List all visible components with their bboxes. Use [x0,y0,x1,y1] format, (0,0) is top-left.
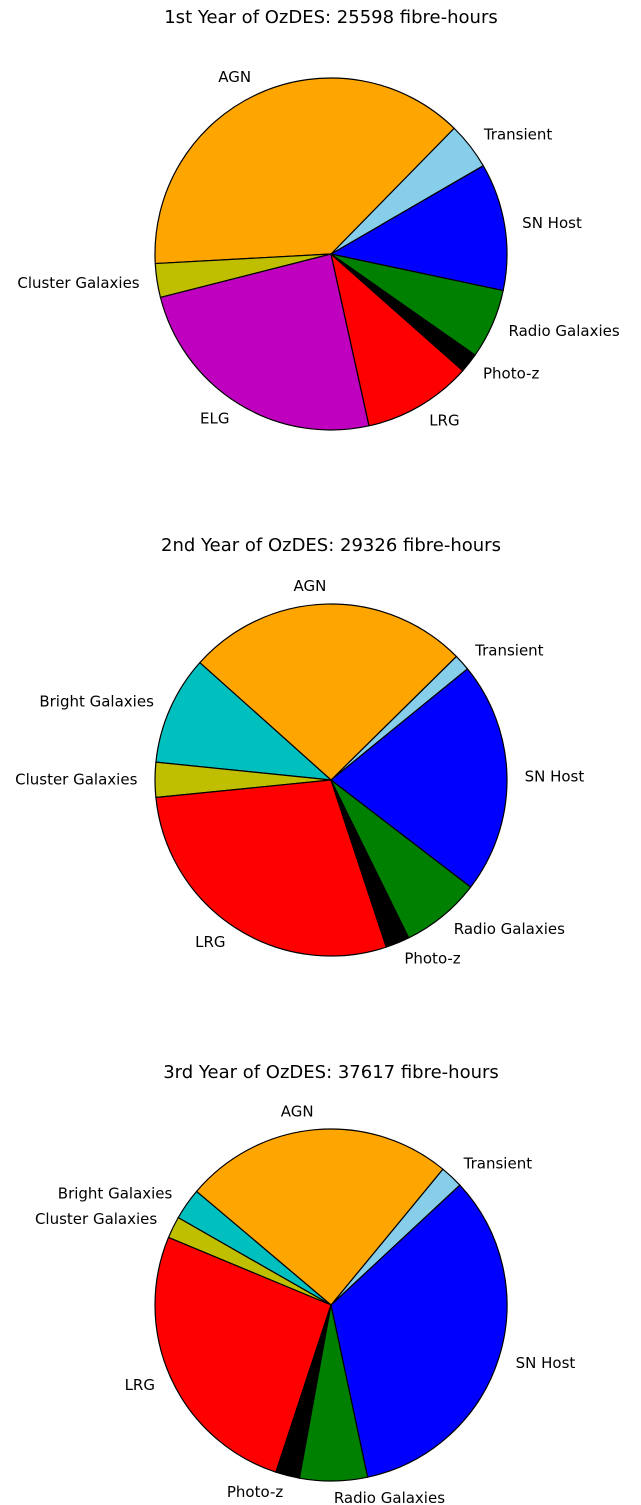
slice-label: SN Host [525,768,585,786]
pie-slice [155,779,387,957]
pie-slice [330,165,508,292]
pie-slice [154,77,455,265]
chart-title: 3rd Year of OzDES: 37617 fibre-hours [163,1062,499,1083]
slice-label: Photo-z [227,1483,283,1501]
pie-slice [330,253,504,356]
pie-slice [195,1128,444,1306]
pie-slice [330,253,464,427]
slice-label: Bright Galaxies [58,1185,173,1203]
pie-slice [330,1184,508,1478]
slice-label: Transient [463,1155,533,1173]
slice-label: LRG [125,1376,155,1394]
slice-label: Transient [474,641,544,659]
pie-slice [199,603,457,781]
slice-label: Transient [483,126,553,144]
slice-label: ELG [200,409,229,427]
chart-title: 2nd Year of OzDES: 29326 fibre-hours [161,535,501,556]
slice-label: SN Host [516,1354,576,1372]
slice-label: Cluster Galaxies [35,1210,157,1228]
chart-title: 1st Year of OzDES: 25598 fibre-hours [164,7,498,28]
slice-label: Radio Galaxies [454,920,565,938]
slice-label: AGN [293,577,326,595]
slice-label: Cluster Galaxies [15,770,137,788]
slice-label: Photo-z [404,950,460,968]
pie-slice [154,1236,332,1473]
slice-label: SN Host [522,214,582,232]
pie-slice [330,779,472,939]
pie-slice [298,1304,369,1482]
pie-slice [155,662,332,781]
slice-label: Radio Galaxies [334,1489,445,1505]
slice-label: Radio Galaxies [509,322,620,340]
slice-label: Photo-z [483,364,539,382]
slice-label: AGN [218,68,251,86]
pie-slice [159,253,370,431]
pie-slice [330,668,508,888]
slice-label: Cluster Galaxies [17,274,139,292]
slice-label: LRG [429,411,459,429]
slice-label: AGN [281,1103,314,1121]
slice-label: Bright Galaxies [39,692,154,710]
slice-label: LRG [195,933,225,951]
